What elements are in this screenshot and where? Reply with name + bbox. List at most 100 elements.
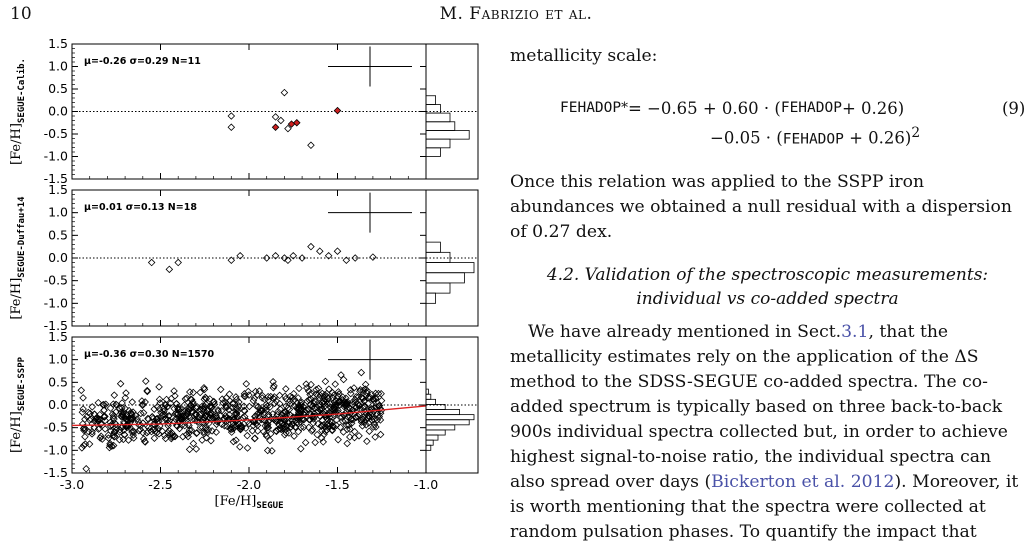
data-point: [335, 409, 343, 417]
data-point: [235, 398, 243, 406]
eq-number: (9): [1002, 99, 1026, 118]
data-point: [174, 418, 183, 427]
data-point: [285, 405, 294, 414]
data-point: [232, 409, 241, 417]
data-point: [251, 434, 259, 443]
data-point: [117, 408, 125, 416]
data-point: [253, 391, 261, 399]
data-point: [112, 420, 120, 429]
data-point: [312, 385, 320, 394]
data-point: [330, 401, 339, 409]
data-point: [262, 400, 270, 409]
data-point: [350, 427, 359, 436]
data-point: [346, 425, 354, 433]
data-point: [149, 414, 157, 423]
data-point: [200, 395, 209, 404]
data-point: [297, 405, 306, 413]
data-point: [266, 436, 274, 445]
eq-lhs: FEHADOP: [560, 100, 622, 116]
data-point: [318, 426, 326, 435]
data-point: [271, 113, 280, 121]
y-tick-label: 1.5: [48, 182, 68, 197]
data-point: [334, 388, 343, 396]
data-point: [225, 390, 234, 398]
equation-9: FEHADOP * = −0.65 + 0.60 · (FEHADOP + 0.2…: [560, 96, 1025, 153]
data-point: [124, 423, 132, 432]
y-tick-label: 0.5: [48, 374, 68, 389]
data-point: [341, 401, 350, 409]
data-point: [168, 432, 177, 440]
y-tick-label: 1.5: [48, 36, 68, 51]
data-point: [319, 409, 327, 418]
y-tick-label: -0.5: [44, 273, 68, 288]
data-point: [339, 375, 348, 384]
data-point: [306, 401, 315, 409]
data-point: [189, 439, 198, 448]
x-axis-label: [Fe/H]SEGUE: [215, 494, 284, 511]
data-point: [92, 413, 101, 422]
data-point: [340, 411, 348, 420]
section-link[interactable]: 3.1: [841, 322, 869, 342]
y-axis-label-subscript: SEGUE-SSPP: [17, 356, 27, 411]
data-point: [276, 425, 284, 433]
histogram-bar: [425, 272, 465, 284]
section-title-line-2: individual vs co-added spectra: [636, 289, 899, 309]
histogram-bar: [425, 409, 460, 416]
data-point: [232, 406, 240, 414]
histogram-bar: [425, 121, 456, 131]
data-point: [377, 389, 385, 398]
data-point: [249, 396, 258, 405]
data-point: [163, 402, 172, 411]
data-point: [363, 437, 371, 446]
data-point: [361, 380, 370, 389]
data-point: [374, 389, 383, 398]
data-point: [264, 423, 273, 432]
data-point: [332, 400, 341, 409]
section-title-line-1: 4.2. Validation of the spectroscopic mea…: [546, 265, 989, 285]
data-point: [108, 410, 117, 418]
data-point: [116, 404, 124, 413]
x-axis-label-subscript: SEGUE: [256, 501, 283, 511]
data-point: [262, 432, 271, 440]
data-point: [376, 416, 385, 424]
data-point: [279, 409, 288, 417]
data-point: [269, 394, 278, 403]
data-point: [192, 410, 201, 418]
data-point: [160, 407, 168, 416]
data-point: [198, 402, 207, 410]
data-point: [351, 395, 359, 404]
panel-2: 1.5 1.0 0.5 0.0 -0.5 -1.0 -1.5 [Fe/H]SEGUE-Duff…: [9, 182, 479, 333]
data-point: [347, 415, 356, 424]
data-point: [373, 416, 382, 424]
data-point: [217, 407, 226, 415]
data-point: [335, 390, 343, 398]
data-point: [356, 387, 364, 396]
data-point: [201, 402, 209, 411]
data-point: [357, 418, 366, 426]
data-point: [201, 393, 210, 402]
data-point: [170, 387, 178, 395]
stats-label: μ=-0.26 σ=0.29 N=11: [84, 56, 201, 67]
eq-rhs1b: + 0.26): [841, 99, 905, 118]
y-tick-label: 1.5: [48, 329, 68, 344]
data-point: [299, 415, 307, 423]
data-point: [252, 420, 260, 428]
data-point: [370, 420, 379, 429]
data-point: [282, 402, 290, 410]
citation-link[interactable]: Bickerton et al. 2012: [711, 472, 895, 492]
data-point: [292, 416, 300, 424]
data-point: [302, 380, 310, 388]
y-axis-label: [Fe/H]SEGUE-Duffau+14: [9, 196, 27, 320]
data-point: [355, 432, 363, 440]
p2-c: ). Moreover, it is worth mentioning that…: [510, 472, 1019, 542]
p2-b: , that the metallicity estimates rely on…: [510, 322, 1008, 492]
data-point: [81, 415, 89, 423]
data-point: [164, 412, 173, 420]
data-point: [340, 399, 349, 407]
data-point: [365, 427, 374, 435]
data-point: [84, 408, 93, 417]
data-point: [136, 425, 145, 434]
data-point: [342, 256, 351, 265]
histogram-bar: [425, 147, 441, 157]
panel-3: 1.5 1.0 0.5 0.0 -0.5 -1.0 -1.5 [Fe/H]SEGUE-SSPP…: [9, 329, 479, 511]
